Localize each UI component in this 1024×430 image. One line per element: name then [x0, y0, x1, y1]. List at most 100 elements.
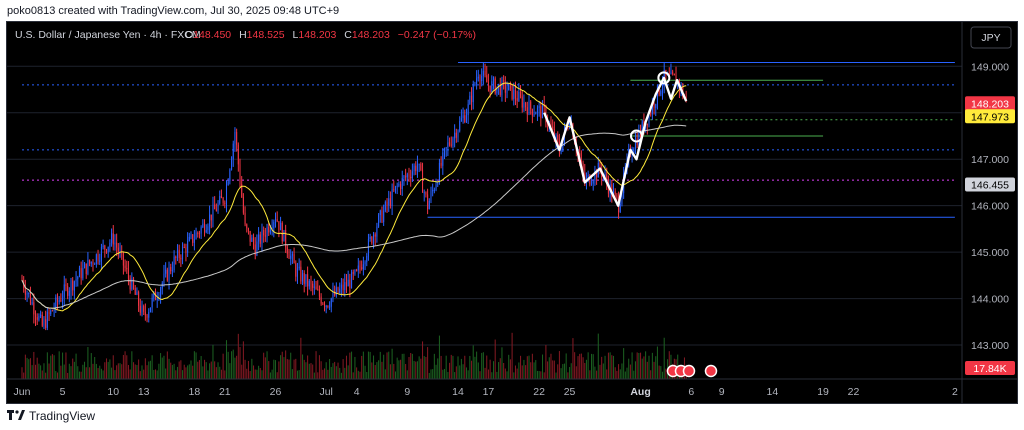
volume-bar — [403, 353, 405, 379]
ma-short-line — [21, 82, 687, 312]
candle-body — [187, 240, 189, 253]
candle-body — [645, 123, 647, 131]
candle-body — [247, 228, 249, 231]
volume-bar — [487, 369, 489, 379]
price-chart[interactable]: U.S. Dollar / Japanese Yen · 4h · FXCM O… — [7, 22, 1017, 403]
candle-body — [362, 264, 364, 270]
candle-body — [136, 292, 138, 295]
volume-bar — [273, 359, 275, 379]
candle-body — [520, 91, 522, 97]
volume-bar — [486, 355, 488, 379]
volume-bar — [303, 359, 305, 379]
tradingview-footer[interactable]: TradingView — [7, 408, 95, 424]
candle-body — [374, 234, 376, 237]
volume-bar — [547, 361, 549, 379]
chart-panel[interactable]: U.S. Dollar / Japanese Yen · 4h · FXCM O… — [6, 21, 1018, 404]
candle-body — [45, 319, 47, 328]
x-tick-label: 25 — [564, 386, 576, 398]
volume-bar — [526, 356, 528, 379]
volume-bar — [455, 366, 457, 379]
volume-bar — [533, 362, 535, 379]
candle-body — [442, 152, 444, 166]
candle-body — [369, 236, 371, 240]
volume-bar — [513, 372, 515, 379]
candle-body — [526, 107, 528, 115]
volume-bar — [156, 370, 158, 379]
candle-body — [398, 184, 400, 186]
candle-body — [36, 317, 38, 320]
high-value: 148.525 — [247, 29, 285, 41]
volume-bar — [65, 352, 67, 379]
candle-body — [511, 83, 513, 100]
volume-bar — [477, 362, 479, 379]
volume-bar — [398, 360, 400, 379]
volume-bar — [38, 363, 40, 379]
volume-bar — [383, 354, 385, 379]
candle-body — [264, 235, 266, 237]
candle-body — [28, 292, 30, 294]
volume-bar — [285, 350, 287, 379]
volume-bar — [636, 352, 638, 379]
candle-body — [653, 103, 655, 108]
low-value: 148.203 — [298, 29, 336, 41]
candle-body — [281, 222, 283, 242]
candle-body — [641, 121, 643, 136]
candle-body — [408, 174, 410, 177]
candle-body — [337, 287, 339, 293]
volume-bar — [618, 364, 620, 379]
volume-bar — [116, 365, 118, 379]
candle-body — [660, 90, 662, 95]
volume-bar — [308, 363, 310, 379]
candle-body — [239, 164, 241, 185]
volume-bar — [492, 361, 495, 379]
candle-body — [443, 148, 446, 153]
volume-bar — [491, 372, 493, 379]
volume-bar — [570, 363, 572, 379]
volume-bar — [584, 362, 586, 379]
candle-body — [153, 292, 155, 298]
candle-body — [450, 144, 452, 146]
volume-bar — [317, 372, 319, 379]
candle-body — [489, 85, 491, 93]
volume-bar — [572, 338, 574, 379]
candle-body — [538, 106, 540, 108]
candle-body — [190, 234, 192, 237]
candle-body — [530, 101, 532, 110]
volume-bar — [428, 372, 430, 379]
x-tick-label: 18 — [189, 386, 201, 398]
candle-body — [234, 131, 236, 144]
x-tick-label: 5 — [60, 386, 66, 398]
candle-body — [100, 246, 102, 261]
volume-bar — [247, 360, 249, 379]
candle-body — [197, 232, 199, 234]
candle-body — [386, 201, 388, 206]
candle-body — [253, 237, 255, 245]
volume-bar — [367, 351, 369, 379]
candle-body — [29, 292, 31, 304]
candle-body — [231, 159, 233, 170]
volume-bar — [481, 352, 483, 379]
volume-bar — [587, 352, 589, 379]
candle-body — [237, 144, 239, 165]
candle-body — [531, 109, 533, 116]
volume-bar — [320, 361, 322, 379]
volume-bar — [361, 355, 363, 379]
volume-bar — [597, 333, 599, 379]
volume-bar — [503, 362, 505, 379]
candle-body — [317, 289, 319, 291]
volume-bar — [611, 355, 613, 379]
volume-bar — [372, 355, 375, 379]
candle-body — [320, 296, 322, 304]
candle-body — [340, 284, 342, 289]
candle-body — [330, 298, 332, 307]
candle-body — [99, 260, 101, 262]
volume-bar — [107, 361, 109, 379]
candle-body — [254, 244, 256, 256]
candle-body — [403, 176, 405, 178]
candle-body — [87, 259, 89, 274]
volume-bar — [225, 340, 228, 379]
volume-bar — [87, 347, 89, 379]
currency-button[interactable] — [970, 26, 1012, 49]
volume-bar — [335, 366, 337, 379]
candle-body — [285, 230, 287, 248]
